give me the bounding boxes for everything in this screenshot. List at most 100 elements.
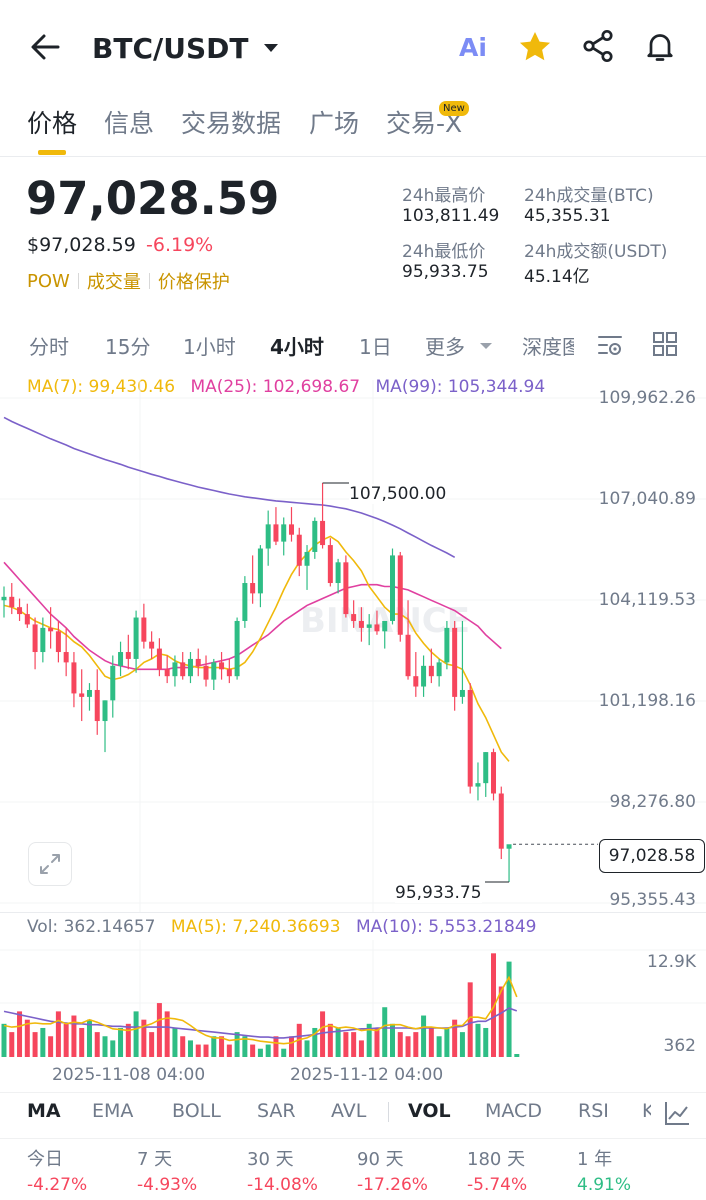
volume-bar <box>180 1036 186 1057</box>
volume-axis-tick: 12.9K <box>647 952 696 972</box>
tag-pow[interactable]: POW <box>27 270 70 292</box>
indicator-settings-button[interactable] <box>662 1098 692 1128</box>
candle <box>265 524 271 549</box>
indicator-ema[interactable]: EMA <box>92 1100 134 1122</box>
candle <box>358 620 364 628</box>
indicator-k[interactable]: K <box>642 1100 651 1122</box>
fullscreen-button[interactable] <box>28 842 72 886</box>
stat-low-value: 95,933.75 <box>402 262 489 282</box>
perf-label-today: 今日 <box>27 1149 63 1170</box>
volume-bar <box>195 1044 201 1057</box>
volume-bar <box>9 1032 15 1057</box>
volume-bar <box>211 1036 217 1057</box>
indicator-macd[interactable]: MACD <box>485 1100 542 1122</box>
tab-info[interactable]: 信息 <box>104 109 155 138</box>
candle <box>71 662 77 694</box>
indicator-sar[interactable]: SAR <box>257 1100 296 1122</box>
timeframe-15m[interactable]: 15分 <box>105 335 151 359</box>
volume-bar <box>491 953 497 1057</box>
candle <box>9 596 15 608</box>
star-icon <box>519 31 551 61</box>
chart-settings-icon <box>598 336 622 355</box>
price-chart[interactable]: BINANCE <box>0 380 706 912</box>
ma25-line <box>3 561 502 671</box>
indicator-ma[interactable]: MA <box>27 1100 61 1122</box>
tab-square[interactable]: 广场 <box>309 109 360 138</box>
share-button[interactable] <box>580 28 616 64</box>
candle <box>296 534 302 566</box>
layout-grid-button[interactable] <box>652 331 678 357</box>
back-button[interactable] <box>28 30 62 64</box>
favorite-button[interactable] <box>516 28 554 66</box>
candle <box>281 524 287 542</box>
ma99-line <box>3 416 456 559</box>
volume-bar <box>55 1011 61 1057</box>
timeframe-more[interactable]: 更多 <box>425 331 493 360</box>
indicator-rsi[interactable]: RSI <box>578 1100 609 1122</box>
timeframe-depth[interactable]: 深度图 <box>522 331 574 360</box>
candle <box>390 555 395 621</box>
back-arrow-icon <box>31 34 60 60</box>
grid-icon <box>653 332 677 356</box>
volume-bar <box>133 1011 139 1057</box>
indicator-vol[interactable]: VOL <box>408 1100 451 1122</box>
timeframe-4h[interactable]: 4小时 <box>270 335 324 359</box>
candle <box>444 627 450 663</box>
candle <box>110 665 116 701</box>
candle <box>172 662 178 677</box>
alert-button[interactable] <box>642 28 678 64</box>
candle <box>102 700 108 722</box>
candle <box>343 562 349 615</box>
candle <box>436 662 442 677</box>
volume-bar <box>242 1036 248 1057</box>
volume-bar <box>71 1015 77 1057</box>
tab-price[interactable]: 价格 <box>27 109 78 138</box>
bell-icon <box>647 34 673 61</box>
candle <box>327 545 333 584</box>
chart-settings-button[interactable] <box>596 331 624 359</box>
volume-bar <box>320 1011 326 1057</box>
pair-selector[interactable]: BTC/USDT <box>92 28 280 68</box>
indicator-avl[interactable]: AVL <box>331 1100 367 1122</box>
volume-bar <box>444 1027 450 1057</box>
stat-low-label: 24h最低价 <box>402 242 486 262</box>
volume-bar <box>1 1023 7 1057</box>
volume-axis-tick: 362 <box>663 1036 696 1056</box>
volume-bar <box>110 1040 116 1057</box>
pair-title: BTC/USDT <box>92 31 249 65</box>
tab-active-indicator <box>38 150 66 155</box>
price-usd: $97,028.59 <box>27 234 136 256</box>
volume-bar <box>514 1053 520 1057</box>
tab-trading-data[interactable]: 交易数据 <box>181 109 282 138</box>
price-axis-tick: 104,119.53 <box>598 590 696 610</box>
perf-label-1y: 1 年 <box>577 1149 613 1170</box>
volume-bar <box>506 961 512 1057</box>
volume-bar <box>304 1040 310 1057</box>
performance-divider <box>0 1138 706 1139</box>
candle <box>125 652 131 659</box>
volume-bar <box>63 1023 69 1057</box>
timeframe-1h[interactable]: 1小时 <box>183 335 236 359</box>
indicator-boll[interactable]: BOLL <box>172 1100 221 1122</box>
volume-bar <box>327 1023 333 1057</box>
candle <box>141 617 147 642</box>
volume-bar <box>281 1048 287 1057</box>
volume-chart[interactable] <box>0 940 706 1060</box>
perf-label-7d: 7 天 <box>137 1149 173 1170</box>
tag-price-protection[interactable]: 价格保护 <box>157 272 230 293</box>
ai-button[interactable]: Ai <box>455 28 491 68</box>
price-axis-tick: 109,962.26 <box>598 388 696 408</box>
candle <box>149 641 155 649</box>
tag-volume[interactable]: 成交量 <box>86 272 141 293</box>
candle <box>203 665 209 680</box>
perf-value-1y: 4.91% <box>577 1175 632 1195</box>
timeframe-1d[interactable]: 1日 <box>359 335 392 359</box>
tag-separator <box>148 273 150 289</box>
stat-vol-usdt-label: 24h成交额(USDT) <box>524 242 668 262</box>
candle <box>452 627 458 697</box>
candle <box>187 658 193 677</box>
perf-value-7d: -4.93% <box>137 1175 198 1195</box>
candle <box>304 551 310 566</box>
volume-bar <box>498 986 504 1057</box>
timeframe-line[interactable]: 分时 <box>29 335 69 359</box>
